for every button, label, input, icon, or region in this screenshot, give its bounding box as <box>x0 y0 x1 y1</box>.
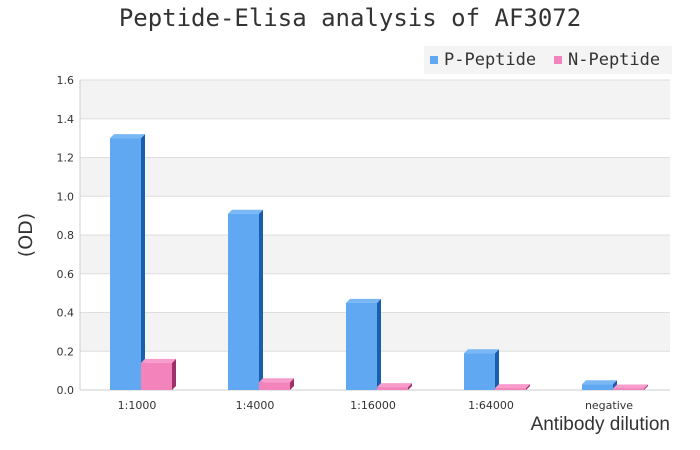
x-tick-label: 1:1000 <box>118 399 157 412</box>
bar-p-peptide <box>464 353 495 390</box>
bar-side <box>495 349 499 390</box>
bar-top <box>259 378 294 383</box>
x-tick-label: 1:64000 <box>468 399 514 412</box>
bar-top <box>377 383 412 388</box>
legend-swatch <box>554 56 562 64</box>
x-axis-label: Antibody dilution <box>530 414 670 435</box>
bar-p-peptide <box>110 138 141 390</box>
y-tick-label: 0.6 <box>57 268 75 281</box>
y-tick-label: 0.0 <box>57 384 75 397</box>
legend-swatch <box>430 56 438 64</box>
legend: P-Peptide N-Peptide <box>424 46 672 74</box>
bar-top <box>613 384 648 389</box>
bar-top <box>110 134 145 139</box>
x-tick-label: negative <box>585 399 633 412</box>
y-tick-label: 1.6 <box>57 74 75 87</box>
legend-item-n-peptide: N-Peptide <box>554 50 660 70</box>
bar-n-peptide <box>259 382 290 390</box>
grid-band <box>80 80 670 119</box>
y-tick-label: 0.4 <box>57 307 75 320</box>
bar-n-peptide <box>495 388 526 390</box>
bar-side <box>141 134 145 390</box>
legend-label: P-Peptide <box>444 50 537 70</box>
bar-top <box>582 380 617 385</box>
bar-side <box>526 384 530 390</box>
bar-side <box>172 358 176 390</box>
bar-p-peptide <box>228 213 259 390</box>
bar-p-peptide <box>582 384 613 390</box>
bar-p-peptide <box>346 302 377 390</box>
y-tick-label: 1.0 <box>57 190 75 203</box>
bar-side <box>290 378 294 390</box>
bar-side <box>259 209 263 390</box>
bar-side <box>408 383 412 390</box>
x-tick-label: 1:4000 <box>236 399 275 412</box>
bar-top <box>228 209 263 214</box>
grid-band <box>80 157 670 197</box>
bar-side <box>377 298 381 390</box>
bar-top <box>495 384 530 389</box>
bar-n-peptide <box>613 388 644 390</box>
x-tick-label: 1:16000 <box>350 399 396 412</box>
y-tick-label: 0.8 <box>57 229 75 242</box>
bar-top <box>346 298 381 303</box>
bar-top <box>464 349 499 354</box>
bar-n-peptide <box>141 362 172 390</box>
legend-item-p-peptide: P-Peptide <box>430 50 536 70</box>
chart-title: Peptide-Elisa analysis of AF3072 <box>118 4 582 32</box>
y-tick-label: 1.4 <box>57 113 75 126</box>
y-tick-label: 0.2 <box>57 345 75 358</box>
legend-label: N-Peptide <box>568 50 661 70</box>
bar-side <box>644 384 648 390</box>
bar-top <box>141 358 176 363</box>
y-tick-label: 1.2 <box>57 152 75 165</box>
grid-band <box>80 235 670 274</box>
bar-n-peptide <box>377 387 408 390</box>
